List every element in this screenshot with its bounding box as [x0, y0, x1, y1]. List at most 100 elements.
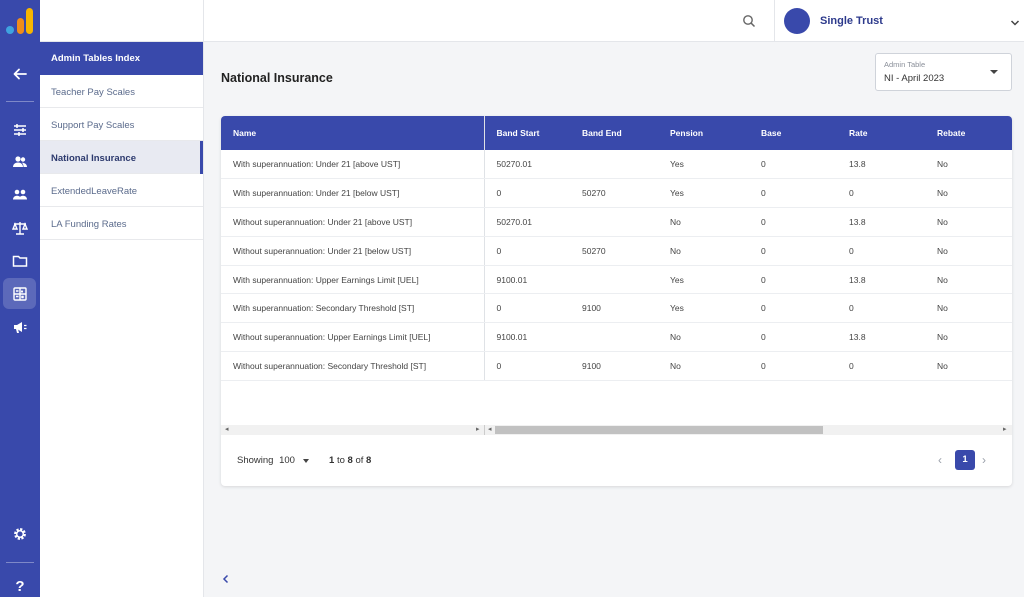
cell-rate: 0: [837, 293, 925, 324]
cell-base: 0: [749, 351, 837, 381]
column-header-band-start[interactable]: Band Start: [496, 128, 540, 138]
table-row[interactable]: Without superannuation: Under 21 [above …: [221, 207, 1012, 237]
cell-pension: Yes: [658, 150, 749, 180]
cell-pension: No: [658, 351, 749, 381]
app-logo[interactable]: [5, 7, 35, 35]
group-icon[interactable]: [8, 183, 32, 207]
cell-band-end: [570, 265, 658, 295]
column-header-rate[interactable]: Rate: [849, 128, 868, 138]
cell-rate: 13.8: [837, 322, 925, 353]
caret-down-icon: [990, 70, 998, 74]
cell-pension: No: [658, 236, 749, 266]
cell-band-end: [570, 207, 658, 237]
cell-rebate: No: [925, 265, 1012, 295]
table-row[interactable]: With superannuation: Under 21 [above UST…: [221, 150, 1012, 180]
range-total: 8: [366, 455, 372, 466]
cell-band-end: [570, 322, 658, 353]
cell-name: With superannuation: Upper Earnings Limi…: [221, 265, 485, 295]
horizontal-scrollbar[interactable]: ◂ ▸ ◂ ▸: [221, 425, 1012, 435]
cell-rate: 13.8: [837, 265, 925, 295]
column-header-name[interactable]: Name: [221, 116, 485, 150]
sliders-icon[interactable]: [8, 118, 32, 142]
cell-pension: Yes: [658, 265, 749, 295]
table-header-row: Name Band Start Band End Pension Base Ra…: [221, 116, 1012, 150]
admin-tables-sidebar: Admin Tables Index Teacher Pay Scales Su…: [40, 0, 229, 597]
table-row[interactable]: Without superannuation: Under 21 [below …: [221, 236, 1012, 266]
cell-band-start: 50270.01: [484, 150, 570, 180]
national-insurance-table: Name Band Start Band End Pension Base Ra…: [221, 116, 1012, 381]
search-icon[interactable]: [742, 14, 756, 33]
cell-base: 0: [749, 236, 837, 266]
admin-table-value: NI - April 2023: [884, 73, 945, 84]
megaphone-icon[interactable]: [8, 315, 32, 339]
admin-table-label: Admin Table: [884, 60, 926, 69]
column-header-band-end[interactable]: Band End: [582, 128, 622, 138]
national-insurance-table-card: Name Band Start Band End Pension Base Ra…: [221, 116, 1012, 486]
chevron-right-icon[interactable]: ›: [982, 453, 986, 467]
cell-band-start: 0: [484, 178, 570, 209]
cell-name: With superannuation: Under 21 [below UST…: [221, 178, 485, 209]
collapse-sidebar-icon[interactable]: [220, 572, 232, 590]
page-size-value: 100: [279, 455, 295, 466]
cell-base: 0: [749, 265, 837, 295]
cell-band-start: 0: [484, 351, 570, 381]
record-range: 1 to 8 of 8: [329, 455, 371, 466]
gear-icon[interactable]: [8, 522, 32, 546]
sidebar-item-extended-leave-rate[interactable]: ExtendedLeaveRate: [40, 174, 203, 207]
cell-band-start: 50270.01: [484, 207, 570, 237]
table-row[interactable]: Without superannuation: Upper Earnings L…: [221, 322, 1012, 353]
cell-pension: Yes: [658, 293, 749, 324]
cell-name: Without superannuation: Under 21 [below …: [221, 236, 485, 266]
cell-base: 0: [749, 322, 837, 353]
rail-divider: [6, 101, 34, 102]
sidebar-item-la-funding-rates[interactable]: LA Funding Rates: [40, 207, 203, 240]
cell-base: 0: [749, 293, 837, 324]
table-row[interactable]: Without superannuation: Secondary Thresh…: [221, 351, 1012, 381]
rail-divider: [6, 562, 34, 563]
cell-rebate: No: [925, 178, 1012, 209]
cell-band-end: 9100: [570, 351, 658, 381]
page-size-selector[interactable]: Showing 100: [237, 455, 295, 466]
scroll-left-icon[interactable]: ◂: [488, 426, 492, 433]
range-of-word: of: [355, 455, 364, 466]
sidebar-item-teacher-pay-scales[interactable]: Teacher Pay Scales: [40, 75, 203, 108]
column-header-rebate[interactable]: Rebate: [937, 128, 966, 138]
page-title: National Insurance: [221, 71, 333, 85]
back-arrow-icon[interactable]: [8, 62, 32, 86]
column-header-pension[interactable]: Pension: [670, 128, 704, 138]
sidebar-item-national-insurance[interactable]: National Insurance: [40, 141, 203, 174]
top-bar: Single Trust: [204, 0, 1024, 42]
table-row[interactable]: With superannuation: Secondary Threshold…: [221, 293, 1012, 324]
help-icon[interactable]: ?: [15, 577, 25, 595]
cell-rebate: No: [925, 293, 1012, 324]
caret-down-icon[interactable]: [303, 459, 309, 463]
scroll-right-icon[interactable]: ▸: [1003, 426, 1007, 433]
chevron-left-icon[interactable]: ‹: [938, 453, 942, 467]
sidebar-top-spacer: [40, 0, 203, 42]
scrollbar-divider: [484, 425, 485, 435]
calculator-icon[interactable]: [8, 282, 32, 306]
cell-rebate: No: [925, 207, 1012, 237]
scales-icon[interactable]: [8, 216, 32, 240]
current-page-button[interactable]: 1: [955, 450, 975, 470]
chevron-down-icon[interactable]: [1010, 15, 1020, 33]
trust-name[interactable]: Single Trust: [820, 15, 883, 27]
users-icon[interactable]: [8, 150, 32, 174]
scroll-right-icon[interactable]: ▸: [476, 426, 480, 433]
scroll-left-icon[interactable]: ◂: [225, 426, 229, 433]
cell-base: 0: [749, 150, 837, 180]
cell-name: Without superannuation: Secondary Thresh…: [221, 351, 485, 381]
folder-icon[interactable]: [8, 249, 32, 273]
sidebar-item-support-pay-scales[interactable]: Support Pay Scales: [40, 108, 203, 141]
cell-band-end: 50270: [570, 178, 658, 209]
cell-band-end: 50270: [570, 236, 658, 266]
table-row[interactable]: With superannuation: Upper Earnings Limi…: [221, 265, 1012, 295]
sidebar-header: Admin Tables Index: [40, 42, 203, 75]
column-header-base[interactable]: Base: [761, 128, 782, 138]
scrollbar-thumb[interactable]: [495, 426, 823, 434]
table-row[interactable]: With superannuation: Under 21 [below UST…: [221, 178, 1012, 209]
cell-rate: 13.8: [837, 207, 925, 237]
cell-base: 0: [749, 207, 837, 237]
trust-avatar[interactable]: [784, 8, 810, 34]
admin-table-select[interactable]: Admin Table NI - April 2023: [875, 53, 1012, 91]
